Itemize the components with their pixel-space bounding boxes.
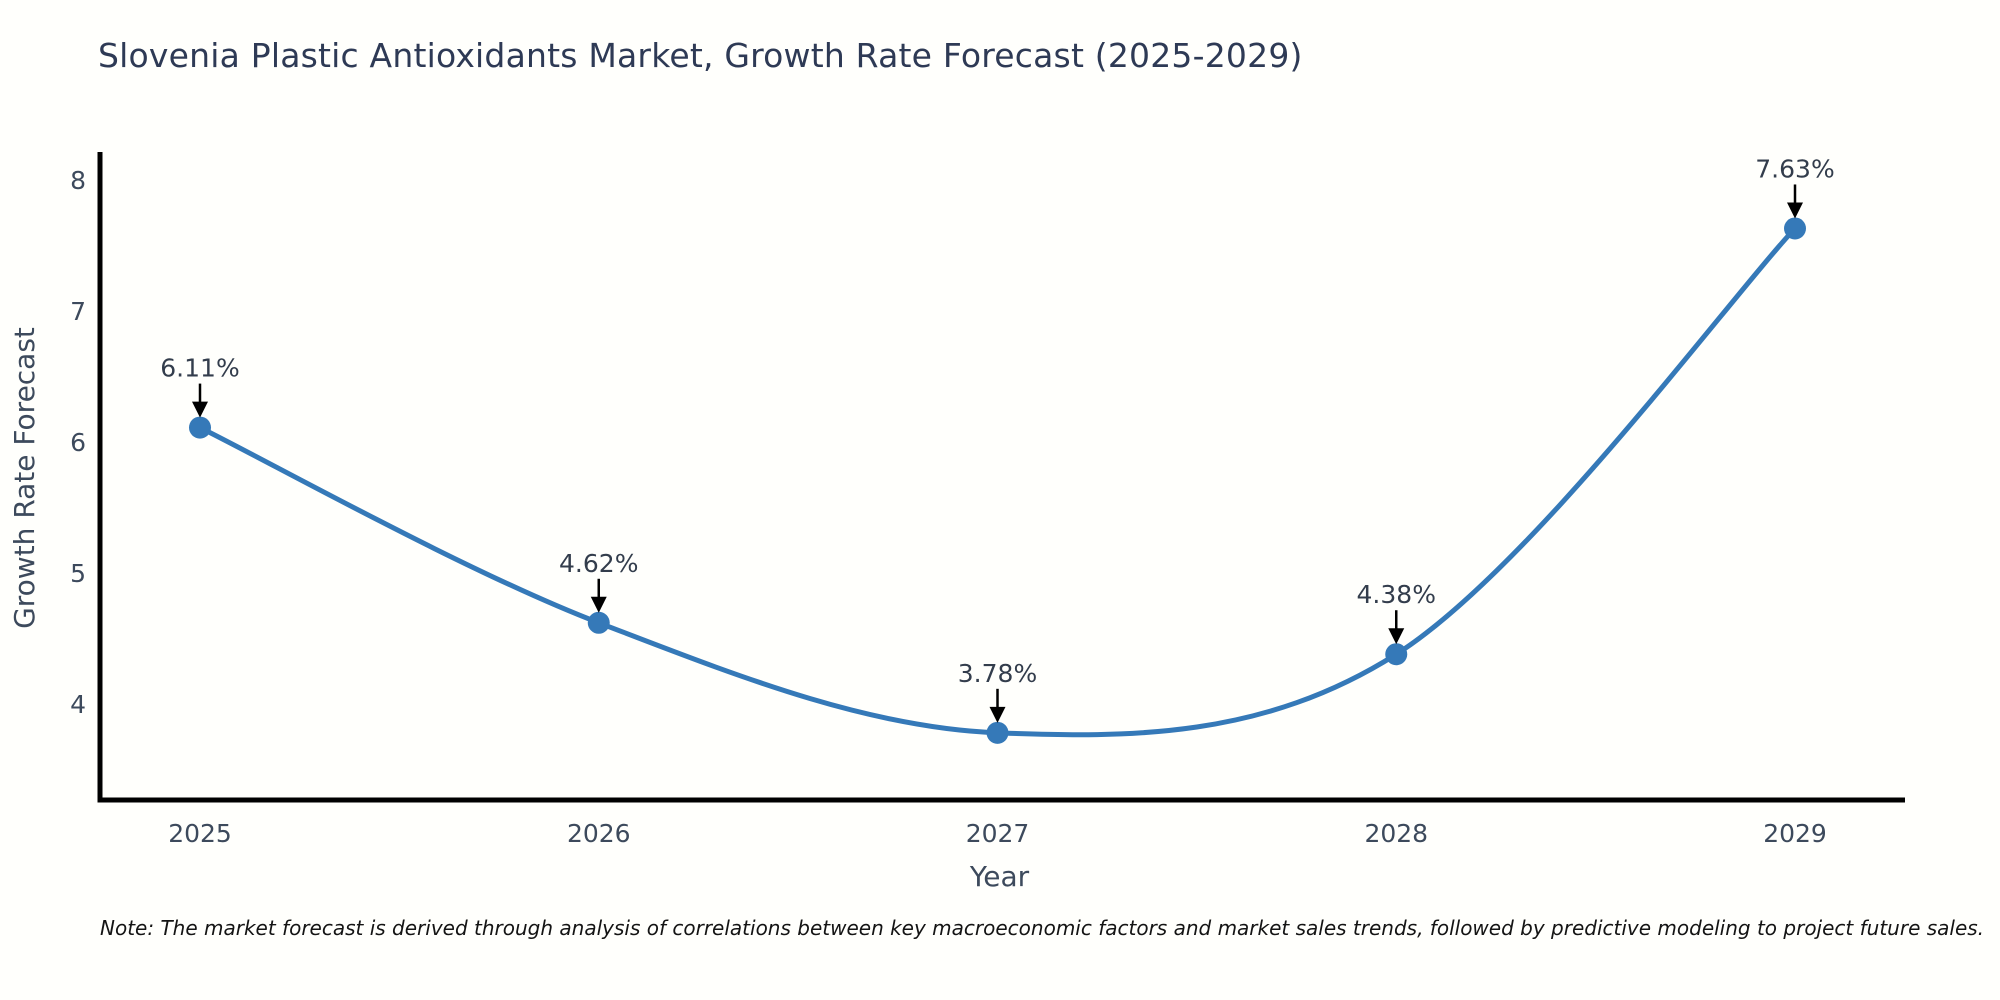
y-tick-label: 4 [70,690,86,719]
data-point-marker [189,416,211,439]
data-point-label: 6.11% [160,354,239,383]
annotation-arrow-head [192,401,208,418]
y-tick-label: 8 [70,166,86,195]
data-point-marker [1784,217,1806,240]
y-tick-label: 7 [70,297,86,326]
annotation-arrow-head [1787,202,1803,219]
y-axis-title: Growth Rate Forecast [8,327,41,629]
data-point-marker [986,721,1009,744]
chart-title: Slovenia Plastic Antioxidants Market, Gr… [98,36,1303,75]
x-tick-label: 2025 [168,819,232,848]
annotation-arrow-head [590,596,607,613]
annotation-arrow-head [1388,628,1405,645]
data-point-label: 4.38% [1357,580,1436,609]
data-point-label: 3.78% [958,659,1037,688]
annotation-arrow-head [989,706,1006,723]
data-point-marker [1385,643,1408,666]
data-point-marker [587,611,610,634]
data-point-label: 4.62% [559,549,638,578]
y-tick-label: 5 [70,559,86,588]
y-tick-label: 6 [70,428,86,457]
x-tick-label: 2028 [1364,819,1428,848]
x-tick-label: 2027 [966,819,1030,848]
x-tick-label: 2029 [1763,819,1827,848]
x-axis-title: Year [969,860,1030,893]
x-tick-label: 2026 [567,819,631,848]
footnote: Note: The market forecast is derived thr… [100,916,1985,940]
data-point-label: 7.63% [1755,154,1834,183]
